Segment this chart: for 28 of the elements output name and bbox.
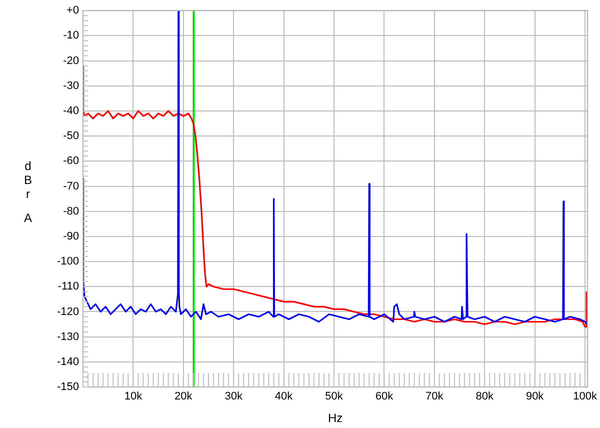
y-tick-label: -50 xyxy=(63,130,79,142)
y-tick-label: -100 xyxy=(56,256,79,268)
x-tick-label: 30k xyxy=(224,390,243,403)
y-tick-label: -130 xyxy=(56,330,79,343)
x-axis-title: Hz xyxy=(328,411,343,426)
y-tick-label: -140 xyxy=(56,356,79,368)
y-tick-label: -110 xyxy=(58,280,79,293)
y-tick-label: -10 xyxy=(63,30,79,42)
y-tick-label: -150 xyxy=(56,381,79,394)
y-tick-label: -60 xyxy=(63,155,79,168)
x-tick-label: 60k xyxy=(375,390,394,403)
x-tick-label: 90k xyxy=(526,390,544,403)
x-tick-label: 50k xyxy=(325,390,344,403)
y-tick-label: -70 xyxy=(63,180,79,192)
y-axis-title: dBr A xyxy=(24,159,32,225)
x-tick-label: 20k xyxy=(174,390,193,403)
x-tick-label: 40k xyxy=(274,390,294,403)
y-tick-label: -120 xyxy=(56,306,79,318)
y-tick-label: +0 xyxy=(66,4,79,17)
y-tick-label: -40 xyxy=(63,105,79,118)
y-tick-label: -90 xyxy=(63,230,79,242)
x-tick-label: 80k xyxy=(476,390,494,403)
y-tick-label: -30 xyxy=(63,80,79,92)
x-tick-label: 100k xyxy=(573,390,598,403)
y-tick-label: -20 xyxy=(63,54,79,67)
x-tick-label: 70k xyxy=(426,390,444,403)
y-tick-label: -80 xyxy=(63,205,79,218)
x-tick-label: 10k xyxy=(124,390,143,403)
